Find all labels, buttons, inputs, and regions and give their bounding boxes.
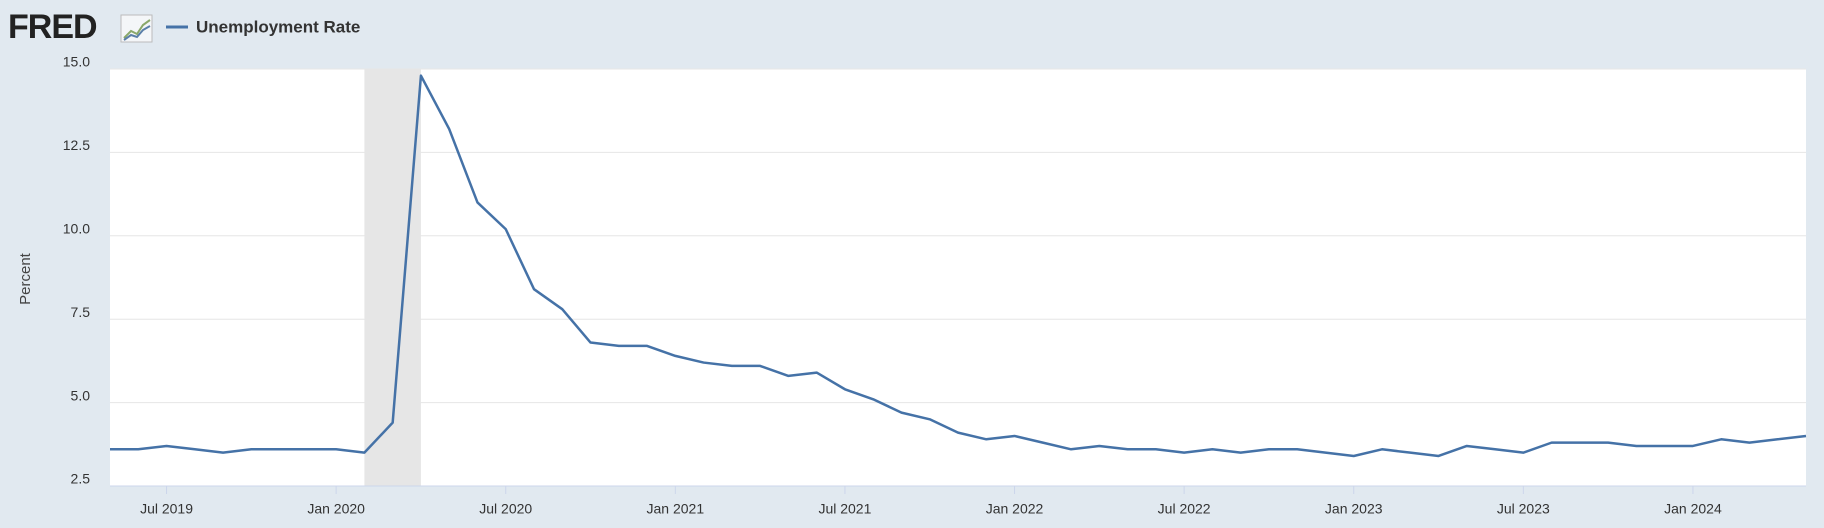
y-tick-label: 2.5	[71, 471, 91, 487]
y-tick-label: 12.5	[63, 137, 90, 153]
data-line	[110, 74, 1807, 458]
logo-icon	[120, 14, 153, 43]
x-tick-label: Jul 2021	[818, 501, 871, 517]
x-tick-label: Jan 2022	[986, 501, 1044, 517]
y-tick-label: 15.0	[63, 54, 90, 70]
y-tick-label: 5.0	[71, 387, 91, 403]
y-tick-label: 7.5	[71, 304, 91, 320]
y-axis-label: Percent	[17, 252, 34, 305]
x-tick-label: Jan 2020	[307, 501, 365, 517]
x-tick-label: Jan 2024	[1664, 501, 1722, 517]
x-tick-label: Jul 2019	[140, 501, 193, 517]
x-tick-label: Jul 2022	[1158, 501, 1211, 517]
x-tick-label: Jul 2023	[1497, 501, 1550, 517]
logo: FRED	[8, 8, 97, 46]
x-tick-label: Jan 2021	[647, 501, 705, 517]
x-tick-label: Jul 2020	[479, 501, 532, 517]
y-tick-label: 10.0	[63, 221, 90, 237]
x-tick-label: Jan 2023	[1325, 501, 1383, 517]
legend-label: Unemployment Rate	[196, 17, 360, 36]
